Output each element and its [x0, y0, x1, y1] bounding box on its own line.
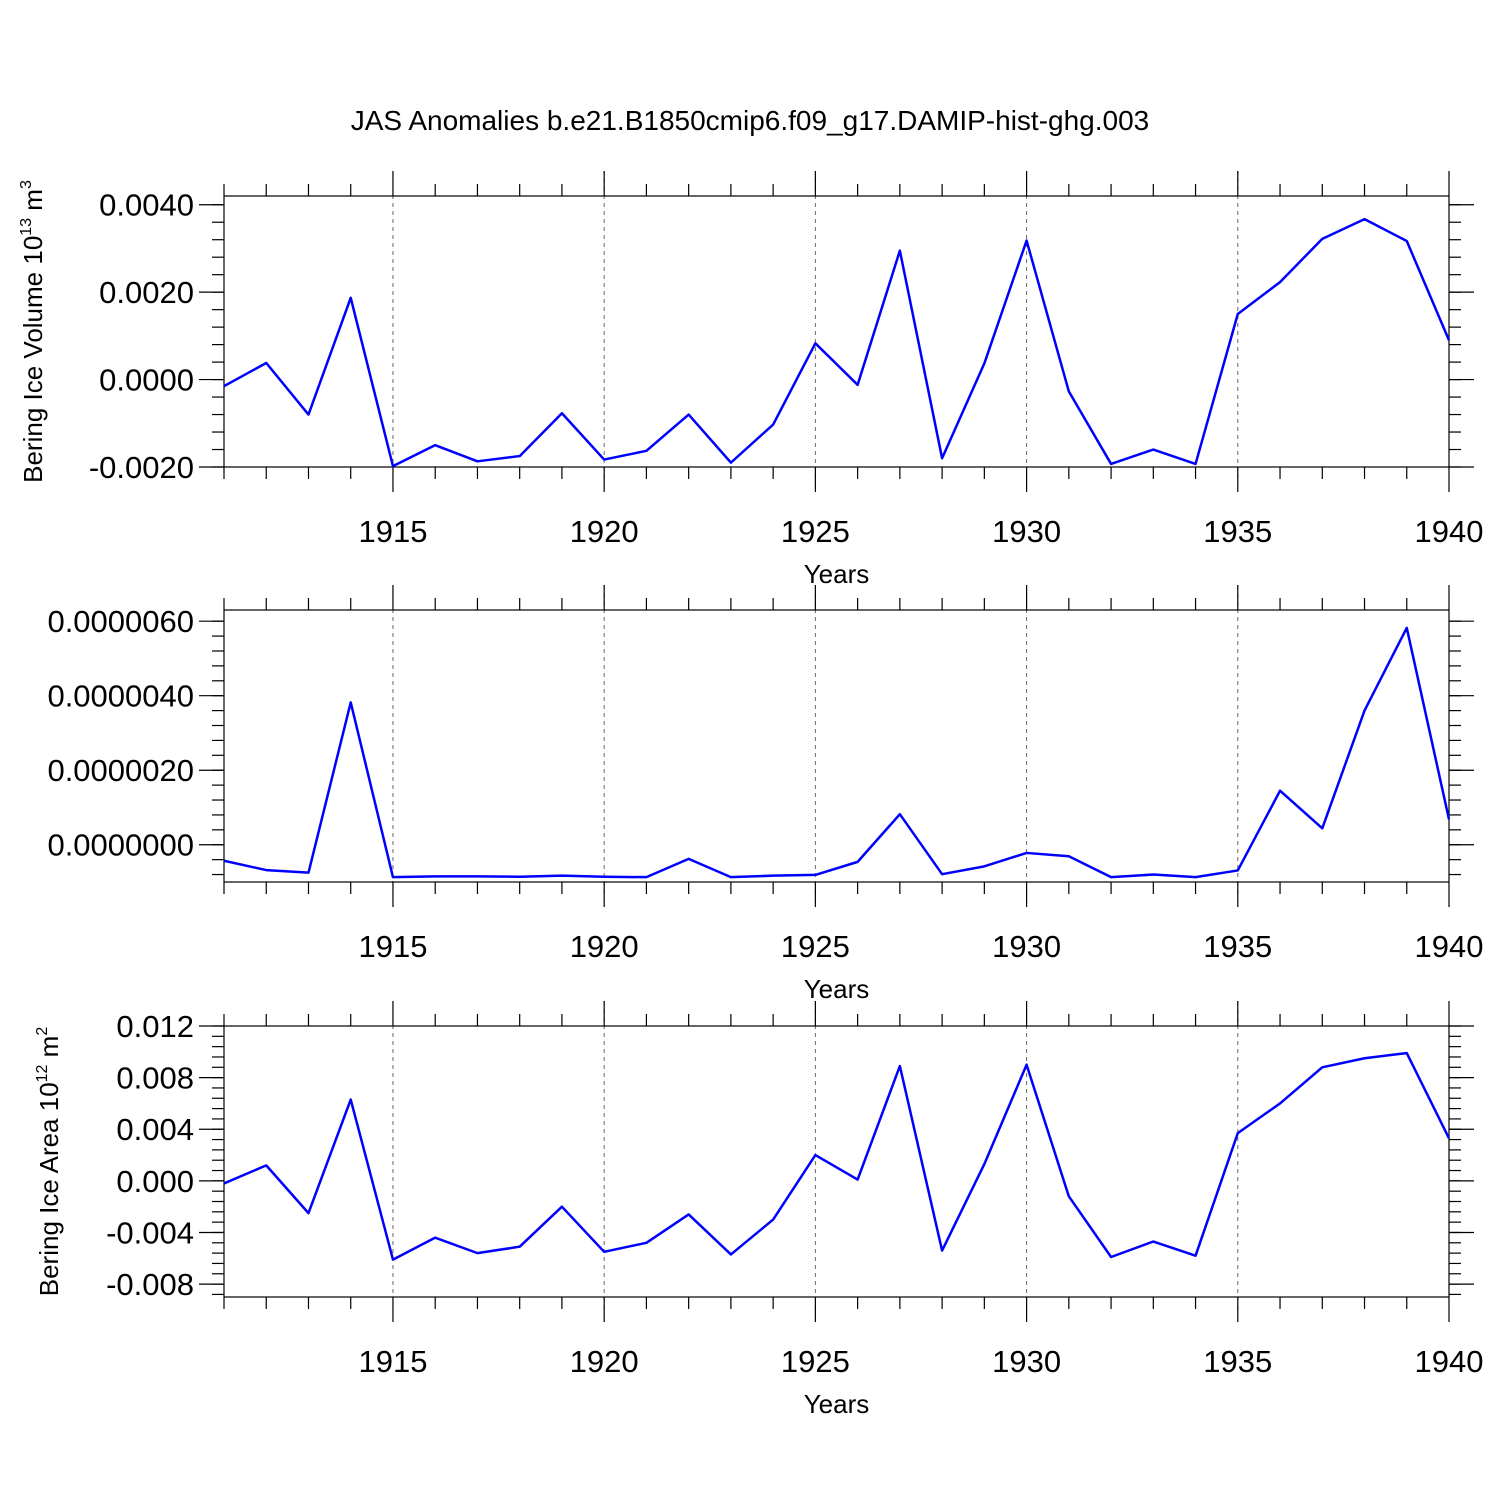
y-label-unit-exponent: 2 [34, 1027, 51, 1036]
x-tick-label: 1935 [1203, 929, 1272, 964]
x-axis-label: Years [804, 974, 870, 1004]
y-tick-label: 0.0000020 [47, 753, 194, 788]
y-label-text: Bering Ice Volume 10 [18, 236, 48, 483]
chart-title: JAS Anomalies b.e21.B1850cmip6.f09_g17.D… [351, 105, 1149, 136]
y-label-exponent: 12 [34, 1064, 51, 1082]
x-axis-label: Years [804, 559, 870, 589]
x-tick-label: 1920 [570, 514, 639, 549]
y-tick-label: 0.0040 [99, 188, 194, 223]
y-label-text: Bering Ice Area 10 [34, 1082, 64, 1296]
x-tick-label: 1940 [1415, 929, 1484, 964]
y-tick-label: 0.0020 [99, 275, 194, 310]
y-tick-label: -0.0020 [89, 450, 194, 485]
panel-3: -0.008 -0.004 0.000 0.004 0.008 0.012 1915 1920… [34, 1001, 1483, 1419]
x-tick-label: 1915 [358, 929, 427, 964]
series-line-series-2 [223, 626, 1451, 879]
x-tick-label: 1925 [781, 514, 850, 549]
x-tick-label: 1940 [1415, 514, 1484, 549]
y-tick-label: 0.008 [116, 1061, 194, 1096]
y-tick-label: 0.012 [116, 1009, 194, 1044]
x-tick-label: 1915 [358, 1344, 427, 1379]
x-tick-label: 1920 [570, 929, 639, 964]
y-tick-label: 0.0000 [99, 363, 194, 398]
x-tick-label: 1930 [992, 514, 1061, 549]
y-axis-label: Bering Ice Area 1012 m2 [34, 1027, 64, 1297]
plot-frame [223, 609, 1450, 883]
x-tick-label: 1915 [358, 514, 427, 549]
y-tick-label: 0.004 [116, 1112, 194, 1147]
x-tick-label: 1935 [1203, 1344, 1272, 1379]
series-line-area [223, 1051, 1451, 1261]
x-tick-label: 1930 [992, 1344, 1061, 1379]
y-label-unit: m [18, 189, 48, 218]
x-tick-label: 1930 [992, 929, 1061, 964]
y-tick-label: 0.0000000 [47, 828, 194, 863]
y-tick-label: 0.0000060 [47, 604, 194, 639]
y-axis-label: Bering Ice Volume 1013 m3 [18, 180, 48, 483]
x-tick-label: 1935 [1203, 514, 1272, 549]
y-label-unit: m [34, 1036, 64, 1065]
y-tick-label: -0.004 [106, 1215, 194, 1250]
plot-frame [223, 195, 1450, 468]
y-label-unit-exponent: 3 [18, 180, 35, 189]
x-axis-label: Years [804, 1389, 870, 1419]
x-tick-label: 1925 [781, 1344, 850, 1379]
y-tick-label: 0.0000040 [47, 679, 194, 714]
x-tick-label: 1940 [1415, 1344, 1484, 1379]
panel-1: -0.0020 0.0000 0.0020 0.0040 1915 1920 1925 193… [18, 171, 1483, 589]
plot-frame [223, 1025, 1450, 1298]
y-tick-label: -0.008 [106, 1267, 194, 1302]
y-label-exponent: 13 [18, 218, 35, 236]
series-line-volume [223, 217, 1451, 468]
x-tick-label: 1920 [570, 1344, 639, 1379]
y-tick-label: 0.000 [116, 1164, 194, 1199]
panel-2: 0.0000000 0.0000020 0.0000040 0.0000060 1915… [47, 585, 1483, 1004]
x-tick-label: 1925 [781, 929, 850, 964]
